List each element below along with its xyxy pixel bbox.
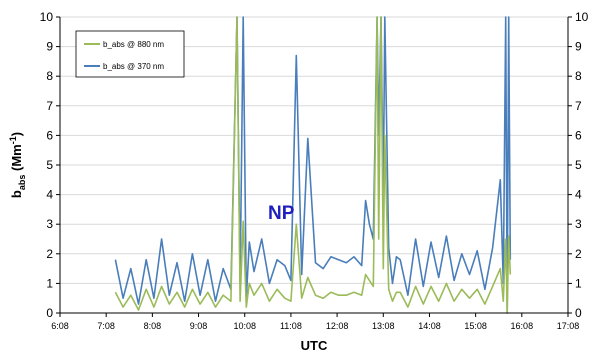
y-tick-label: 3 xyxy=(46,217,53,231)
x-tick-label: 9:08 xyxy=(190,321,208,331)
y-axis-title: babs (Mm-1) xyxy=(8,132,27,198)
y-tick-label-right: 8 xyxy=(575,69,582,83)
y-tick-label-right: 10 xyxy=(575,10,589,24)
x-tick-label: 12:08 xyxy=(326,321,349,331)
y-tick-label-right: 2 xyxy=(575,247,582,261)
legend: b_abs @ 880 nm b_abs @ 370 nm xyxy=(75,30,185,78)
series-layer xyxy=(114,16,512,314)
y-tick-label-right: 5 xyxy=(575,158,582,172)
y-tick-label: 7 xyxy=(46,99,53,113)
legend-label-370: b_abs @ 370 nm xyxy=(103,62,164,71)
legend-box xyxy=(75,30,185,78)
legend-label-880: b_abs @ 880 nm xyxy=(103,40,164,49)
y-tick-label-right: 3 xyxy=(575,217,582,231)
y-tick-label-right: 7 xyxy=(575,99,582,113)
y-tick-label: 6 xyxy=(46,128,53,142)
np-annotation: NP xyxy=(268,203,295,224)
x-tick-label: 17:08 xyxy=(557,321,580,331)
y-tick-label: 10 xyxy=(40,10,54,24)
y-tick-label: 8 xyxy=(46,69,53,83)
y-title-main: b xyxy=(9,190,24,198)
x-tick-label: 11:08 xyxy=(280,321,302,331)
y-tick-label-right: 4 xyxy=(575,188,582,202)
y-title-unit: (Mm xyxy=(9,144,24,174)
y-axis-left: 0 1 2 3 4 5 6 7 8 9 10 xyxy=(40,10,60,320)
x-tick-label: 15:08 xyxy=(464,321,487,331)
y-tick-label-right: 9 xyxy=(575,40,582,54)
x-axis: 6:08 7:08 8:08 9:08 10:08 11:08 12:08 13:08 14:0… xyxy=(51,313,579,331)
y-tick-label-right: 1 xyxy=(575,276,582,290)
y-title-close: ) xyxy=(9,132,24,136)
series-line-370nm xyxy=(114,16,512,314)
y-tick-label-right: 0 xyxy=(575,306,582,320)
y-title-sub: abs xyxy=(17,175,27,191)
x-tick-label: 14:08 xyxy=(418,321,441,331)
y-tick-label: 4 xyxy=(46,188,53,202)
x-tick-label: 8:08 xyxy=(144,321,162,331)
y-axis-right: 0 1 2 3 4 5 6 7 8 9 10 xyxy=(568,10,589,320)
x-tick-label: 6:08 xyxy=(51,321,69,331)
y-tick-label: 0 xyxy=(46,306,53,320)
y-tick-label: 9 xyxy=(46,40,53,54)
series-line-880nm xyxy=(114,16,512,314)
y-tick-label: 1 xyxy=(46,276,53,290)
x-tick-label: 10:08 xyxy=(233,321,256,331)
y-tick-label: 2 xyxy=(46,247,53,261)
x-axis-title: UTC xyxy=(301,338,328,353)
y-tick-label-right: 6 xyxy=(575,128,582,142)
y-title-sup: -1 xyxy=(8,136,18,144)
x-tick-label: 13:08 xyxy=(372,321,395,331)
x-tick-label: 7:08 xyxy=(97,321,115,331)
y-tick-label: 5 xyxy=(46,158,53,172)
x-tick-label: 16:08 xyxy=(511,321,534,331)
